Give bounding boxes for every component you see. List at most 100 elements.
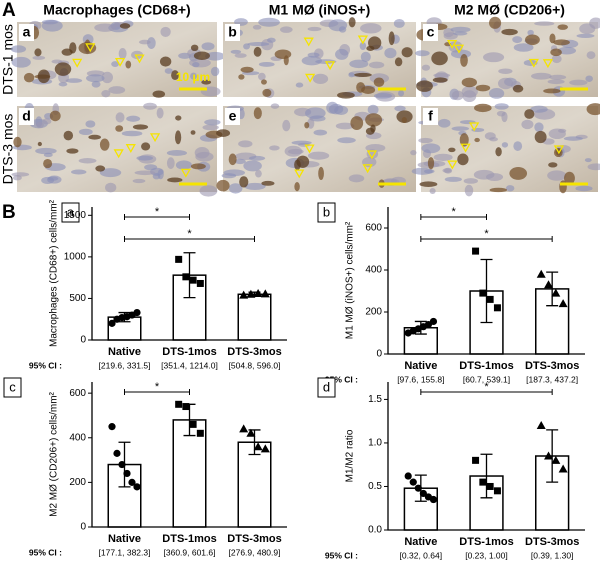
- nucleus: [534, 21, 555, 26]
- x-tick-label: Native: [404, 536, 437, 548]
- nucleus: [589, 17, 600, 29]
- stain: [373, 77, 385, 87]
- nucleus: [295, 82, 304, 88]
- stain: [216, 129, 231, 137]
- stain: [557, 24, 568, 30]
- nucleus: [586, 51, 596, 60]
- stain: [152, 90, 166, 98]
- bar: [237, 293, 272, 341]
- ci-label: [97.6, 155.8]: [397, 374, 444, 384]
- nucleus: [223, 169, 245, 177]
- stain: [396, 110, 413, 123]
- nucleus: [410, 150, 417, 156]
- stain: [167, 177, 183, 183]
- nucleus: [101, 90, 111, 98]
- x-tick-label: DTS-3mos: [525, 536, 579, 548]
- nucleus: [464, 184, 474, 197]
- stain: [95, 165, 106, 172]
- nucleus: [429, 187, 436, 195]
- y-tick-label: 0.0: [368, 525, 382, 536]
- stain: [337, 91, 355, 99]
- nucleus: [230, 49, 242, 54]
- stain: [431, 51, 448, 66]
- stain: [550, 48, 562, 57]
- tile-letter: a: [23, 24, 31, 40]
- stain: [43, 158, 53, 169]
- nucleus: [258, 72, 266, 81]
- stain: [141, 142, 151, 151]
- nucleus: [442, 168, 452, 173]
- column-header: M2 MØ (CD206+): [454, 2, 565, 18]
- nucleus: [348, 174, 365, 183]
- error-bar: [546, 429, 559, 483]
- arrowhead: [134, 54, 145, 64]
- nucleus: [166, 157, 175, 170]
- nucleus: [305, 107, 326, 119]
- nucleus: [280, 26, 293, 33]
- nucleus: [152, 173, 161, 180]
- nucleus: [421, 64, 431, 71]
- stain: [394, 57, 403, 67]
- stain: [175, 115, 182, 121]
- stain: [525, 34, 540, 46]
- nucleus: [164, 68, 173, 74]
- tile-letter: b: [228, 24, 237, 40]
- stain: [119, 23, 131, 29]
- data-point: [493, 304, 501, 312]
- stain: [174, 130, 182, 145]
- nucleus: [115, 112, 125, 123]
- nucleus: [258, 17, 280, 27]
- x-tick-label: DTS-1mos: [459, 536, 513, 548]
- ci-label: [177.1, 382.3]: [99, 547, 151, 557]
- nucleus: [498, 77, 514, 90]
- data-point: [558, 464, 568, 473]
- nucleus: [147, 37, 156, 50]
- data-point: [558, 299, 568, 308]
- nucleus: [252, 24, 262, 30]
- y-axis-label: M1/M2 ratio: [345, 429, 356, 482]
- nucleus: [126, 115, 141, 122]
- stain: [427, 157, 435, 170]
- x-tick-label: DTS-1mos: [162, 346, 216, 358]
- nucleus: [393, 18, 405, 28]
- tile-letter-box: [423, 108, 438, 125]
- tile-letter-box: [423, 24, 438, 41]
- nucleus: [433, 153, 453, 161]
- nucleus: [485, 173, 504, 182]
- arrowhead: [447, 160, 458, 170]
- ci-label: [60.7, 539.1]: [463, 374, 510, 384]
- stain: [361, 85, 376, 94]
- nucleus: [359, 42, 367, 50]
- nucleus: [496, 110, 506, 117]
- error-bar: [183, 252, 196, 299]
- stain: [475, 84, 491, 92]
- nucleus: [463, 178, 478, 184]
- stain: [543, 88, 561, 94]
- nucleus: [326, 101, 339, 114]
- nucleus: [307, 26, 322, 32]
- stain: [34, 48, 42, 57]
- x-tick-label: Native: [108, 346, 141, 358]
- nucleus: [10, 45, 27, 53]
- stain: [474, 103, 492, 113]
- data-point: [189, 420, 197, 428]
- arrowhead: [294, 169, 305, 179]
- significance-label: *: [484, 381, 489, 393]
- nucleus: [199, 185, 218, 197]
- nucleus: [111, 61, 120, 68]
- ci-label: [219.6, 331.5]: [99, 360, 151, 370]
- arrowhead: [125, 144, 136, 154]
- stain: [318, 166, 324, 181]
- nucleus: [498, 68, 513, 74]
- nucleus: [367, 104, 379, 115]
- significance-bracket: [124, 214, 190, 220]
- column-header: Macrophages (CD68+): [43, 2, 190, 18]
- x-tick-label: DTS-1mos: [162, 533, 216, 545]
- y-tick-label: 600: [365, 223, 382, 234]
- micrograph: f: [411, 103, 600, 197]
- stain: [261, 79, 267, 85]
- data-point: [118, 460, 126, 469]
- nucleus: [335, 48, 349, 60]
- tile-letter: d: [22, 108, 31, 124]
- micrograph: d: [11, 102, 223, 197]
